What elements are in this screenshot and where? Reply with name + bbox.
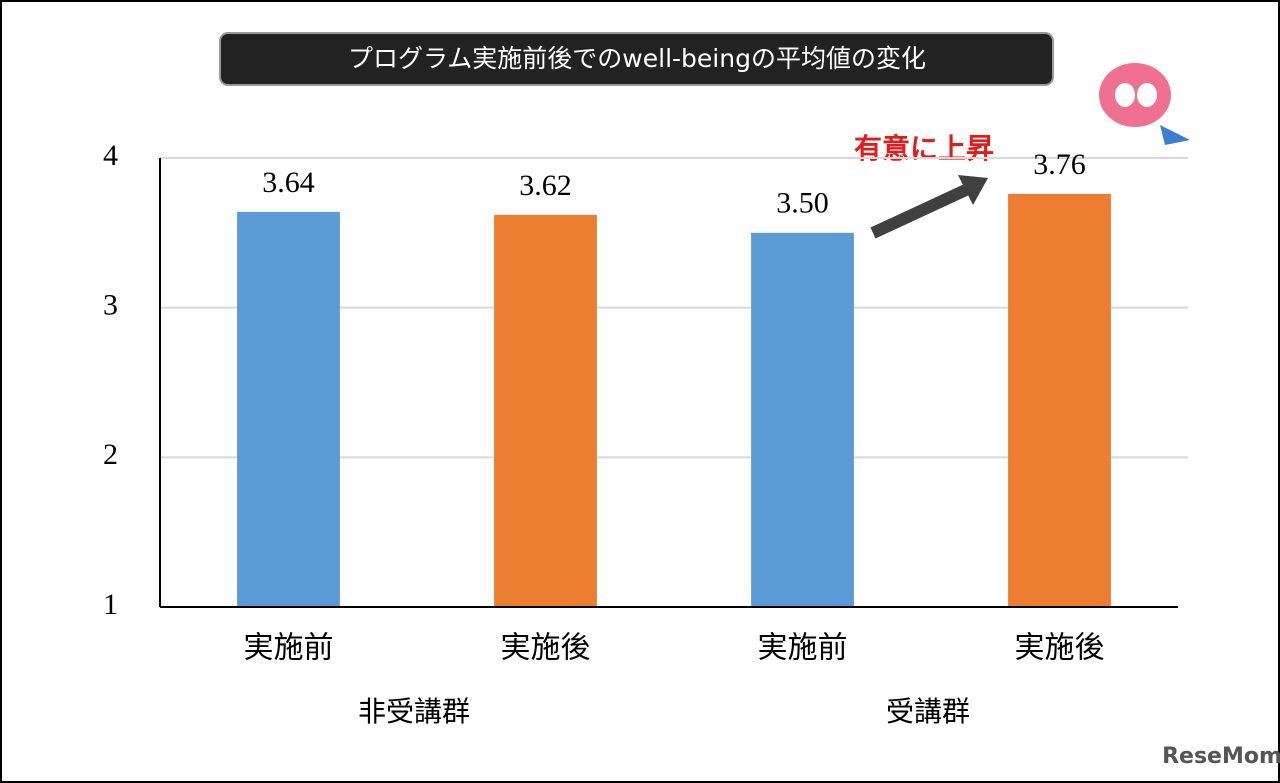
y-tick-label: 1 (103, 588, 118, 621)
bar (751, 232, 854, 608)
x-tick-label: 実施前 (758, 631, 848, 666)
group-label: 受講群 (886, 695, 970, 728)
mascot (1099, 63, 1190, 145)
y-tick-label: 2 (103, 438, 118, 471)
group-label: 非受講群 (358, 695, 470, 728)
watermark: ReseMom (1162, 744, 1280, 769)
bar (1008, 193, 1111, 608)
y-tick-label: 4 (103, 139, 118, 172)
value-label: 3.50 (776, 187, 829, 220)
value-label: 3.62 (519, 169, 572, 202)
value-label: 3.76 (1033, 148, 1086, 181)
y-tick-label: 3 (103, 289, 118, 322)
bar (494, 214, 597, 607)
x-tick-label: 実施後 (1015, 631, 1105, 666)
x-tick-label: 実施後 (501, 631, 591, 666)
chart-title: プログラム実施前後でのwell-beingの平均値の変化 (348, 44, 926, 73)
value-label: 3.64 (262, 166, 315, 199)
bar (237, 211, 340, 607)
x-tick-label: 実施前 (244, 631, 334, 666)
title-box (219, 32, 1054, 86)
annotation-arrowhead (958, 175, 988, 205)
annotation: 有意に上昇 (854, 132, 994, 165)
annotation-arrow (870, 182, 973, 239)
